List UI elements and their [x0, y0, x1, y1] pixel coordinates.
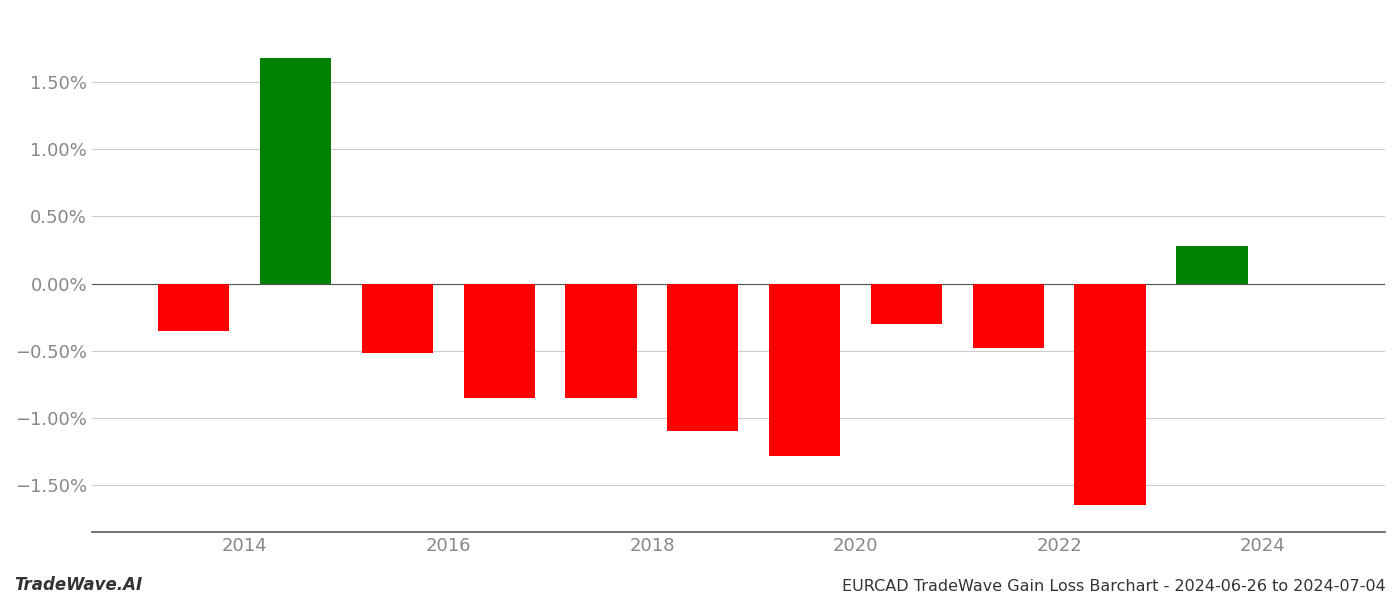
- Bar: [463, 284, 535, 398]
- Bar: [361, 284, 433, 353]
- Text: EURCAD TradeWave Gain Loss Barchart - 2024-06-26 to 2024-07-04: EURCAD TradeWave Gain Loss Barchart - 20…: [843, 579, 1386, 594]
- Bar: [1176, 246, 1247, 284]
- Bar: [668, 284, 738, 431]
- Bar: [260, 58, 332, 284]
- Bar: [566, 284, 637, 398]
- Bar: [871, 284, 942, 324]
- Text: TradeWave.AI: TradeWave.AI: [14, 576, 143, 594]
- Bar: [158, 284, 230, 331]
- Bar: [769, 284, 840, 455]
- Bar: [1074, 284, 1145, 505]
- Bar: [973, 284, 1044, 348]
